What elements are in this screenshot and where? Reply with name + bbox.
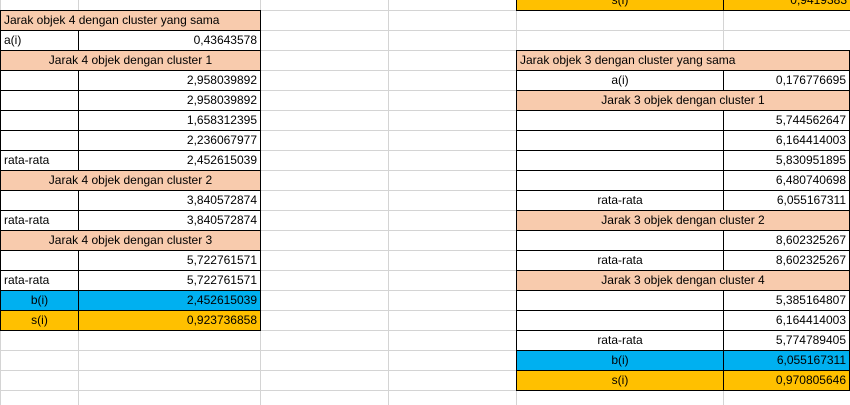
distance-value-cell[interactable]: 5,830951895 [723, 150, 850, 171]
table-title[interactable]: Jarak objek 3 dengan cluster yang sama [516, 50, 850, 71]
bi-label-cell[interactable]: b(i) [0, 290, 79, 311]
distance-value-cell[interactable]: 5,722761571 [78, 250, 261, 271]
blank-label-cell[interactable] [0, 130, 79, 151]
average-label-cell[interactable]: rata-rata [0, 210, 79, 231]
average-value-cell[interactable]: 2,452615039 [78, 150, 261, 171]
distance-value-cell[interactable]: 3,840572874 [78, 190, 261, 211]
blank-label-cell[interactable] [516, 150, 724, 171]
ai-label-cell[interactable]: a(i) [516, 70, 724, 91]
average-label-cell[interactable]: rata-rata [516, 330, 724, 351]
ai-value-cell[interactable]: 0,176776695 [723, 70, 850, 91]
distance-value-cell[interactable]: 6,164414003 [723, 130, 850, 151]
blank-label-cell[interactable] [516, 130, 724, 151]
cluster-header-cell[interactable]: Jarak 3 objek dengan cluster 1 [516, 90, 850, 111]
distance-value-cell[interactable]: 2,236067977 [78, 130, 261, 151]
blank-label-cell[interactable] [516, 230, 724, 251]
blank-label-cell[interactable] [0, 70, 79, 91]
average-label-cell[interactable]: rata-rata [516, 190, 724, 211]
average-label-cell[interactable]: rata-rata [516, 250, 724, 271]
ai-label-cell[interactable]: a(i) [0, 30, 79, 51]
average-label-cell[interactable]: rata-rata [0, 150, 79, 171]
cluster-header-cell[interactable]: Jarak 3 objek dengan cluster 2 [516, 210, 850, 231]
blank-label-cell[interactable] [516, 110, 724, 131]
cluster-header-cell[interactable]: Jarak 3 objek dengan cluster 4 [516, 270, 850, 291]
partial-si-value-cell[interactable]: 0,9419383 [723, 0, 850, 11]
average-value-cell[interactable]: 8,602325267 [723, 250, 850, 271]
average-label-cell[interactable]: rata-rata [0, 270, 79, 291]
average-value-cell[interactable]: 3,840572874 [78, 210, 261, 231]
distance-value-cell[interactable]: 6,164414003 [723, 310, 850, 331]
bi-value-cell[interactable]: 2,452615039 [78, 290, 261, 311]
cluster-header-cell[interactable]: Jarak 4 objek dengan cluster 1 [0, 50, 261, 71]
distance-value-cell[interactable]: 5,744562647 [723, 110, 850, 131]
si-label-cell[interactable]: s(i) [516, 370, 724, 391]
blank-label-cell[interactable] [0, 250, 79, 271]
si-label-cell[interactable]: s(i) [0, 310, 79, 331]
blank-label-cell[interactable] [516, 310, 724, 331]
average-value-cell[interactable]: 5,774789405 [723, 330, 850, 351]
distance-value-cell[interactable]: 6,480740698 [723, 170, 850, 191]
blank-label-cell[interactable] [516, 290, 724, 311]
average-value-cell[interactable]: 6,055167311 [723, 190, 850, 211]
si-value-cell[interactable]: 0,923736858 [78, 310, 261, 331]
distance-value-cell[interactable]: 2,958039892 [78, 70, 261, 91]
blank-label-cell[interactable] [0, 90, 79, 111]
blank-label-cell[interactable] [516, 170, 724, 191]
partial-si-label-cell[interactable]: s(i) [516, 0, 724, 11]
ai-value-cell[interactable]: 0,43643578 [78, 30, 261, 51]
distance-value-cell[interactable]: 1,658312395 [78, 110, 261, 131]
table-title[interactable]: Jarak objek 4 dengan cluster yang sama [0, 10, 261, 31]
blank-label-cell[interactable] [0, 190, 79, 211]
distance-value-cell[interactable]: 8,602325267 [723, 230, 850, 251]
distance-value-cell[interactable]: 5,385164807 [723, 290, 850, 311]
blank-label-cell[interactable] [0, 110, 79, 131]
bi-value-cell[interactable]: 6,055167311 [723, 350, 850, 371]
cluster-header-cell[interactable]: Jarak 4 objek dengan cluster 3 [0, 230, 261, 251]
cluster-header-cell[interactable]: Jarak 4 objek dengan cluster 2 [0, 170, 261, 191]
si-value-cell[interactable]: 0,970805646 [723, 370, 850, 391]
distance-value-cell[interactable]: 2,958039892 [78, 90, 261, 111]
bi-label-cell[interactable]: b(i) [516, 350, 724, 371]
average-value-cell[interactable]: 5,722761571 [78, 270, 261, 291]
